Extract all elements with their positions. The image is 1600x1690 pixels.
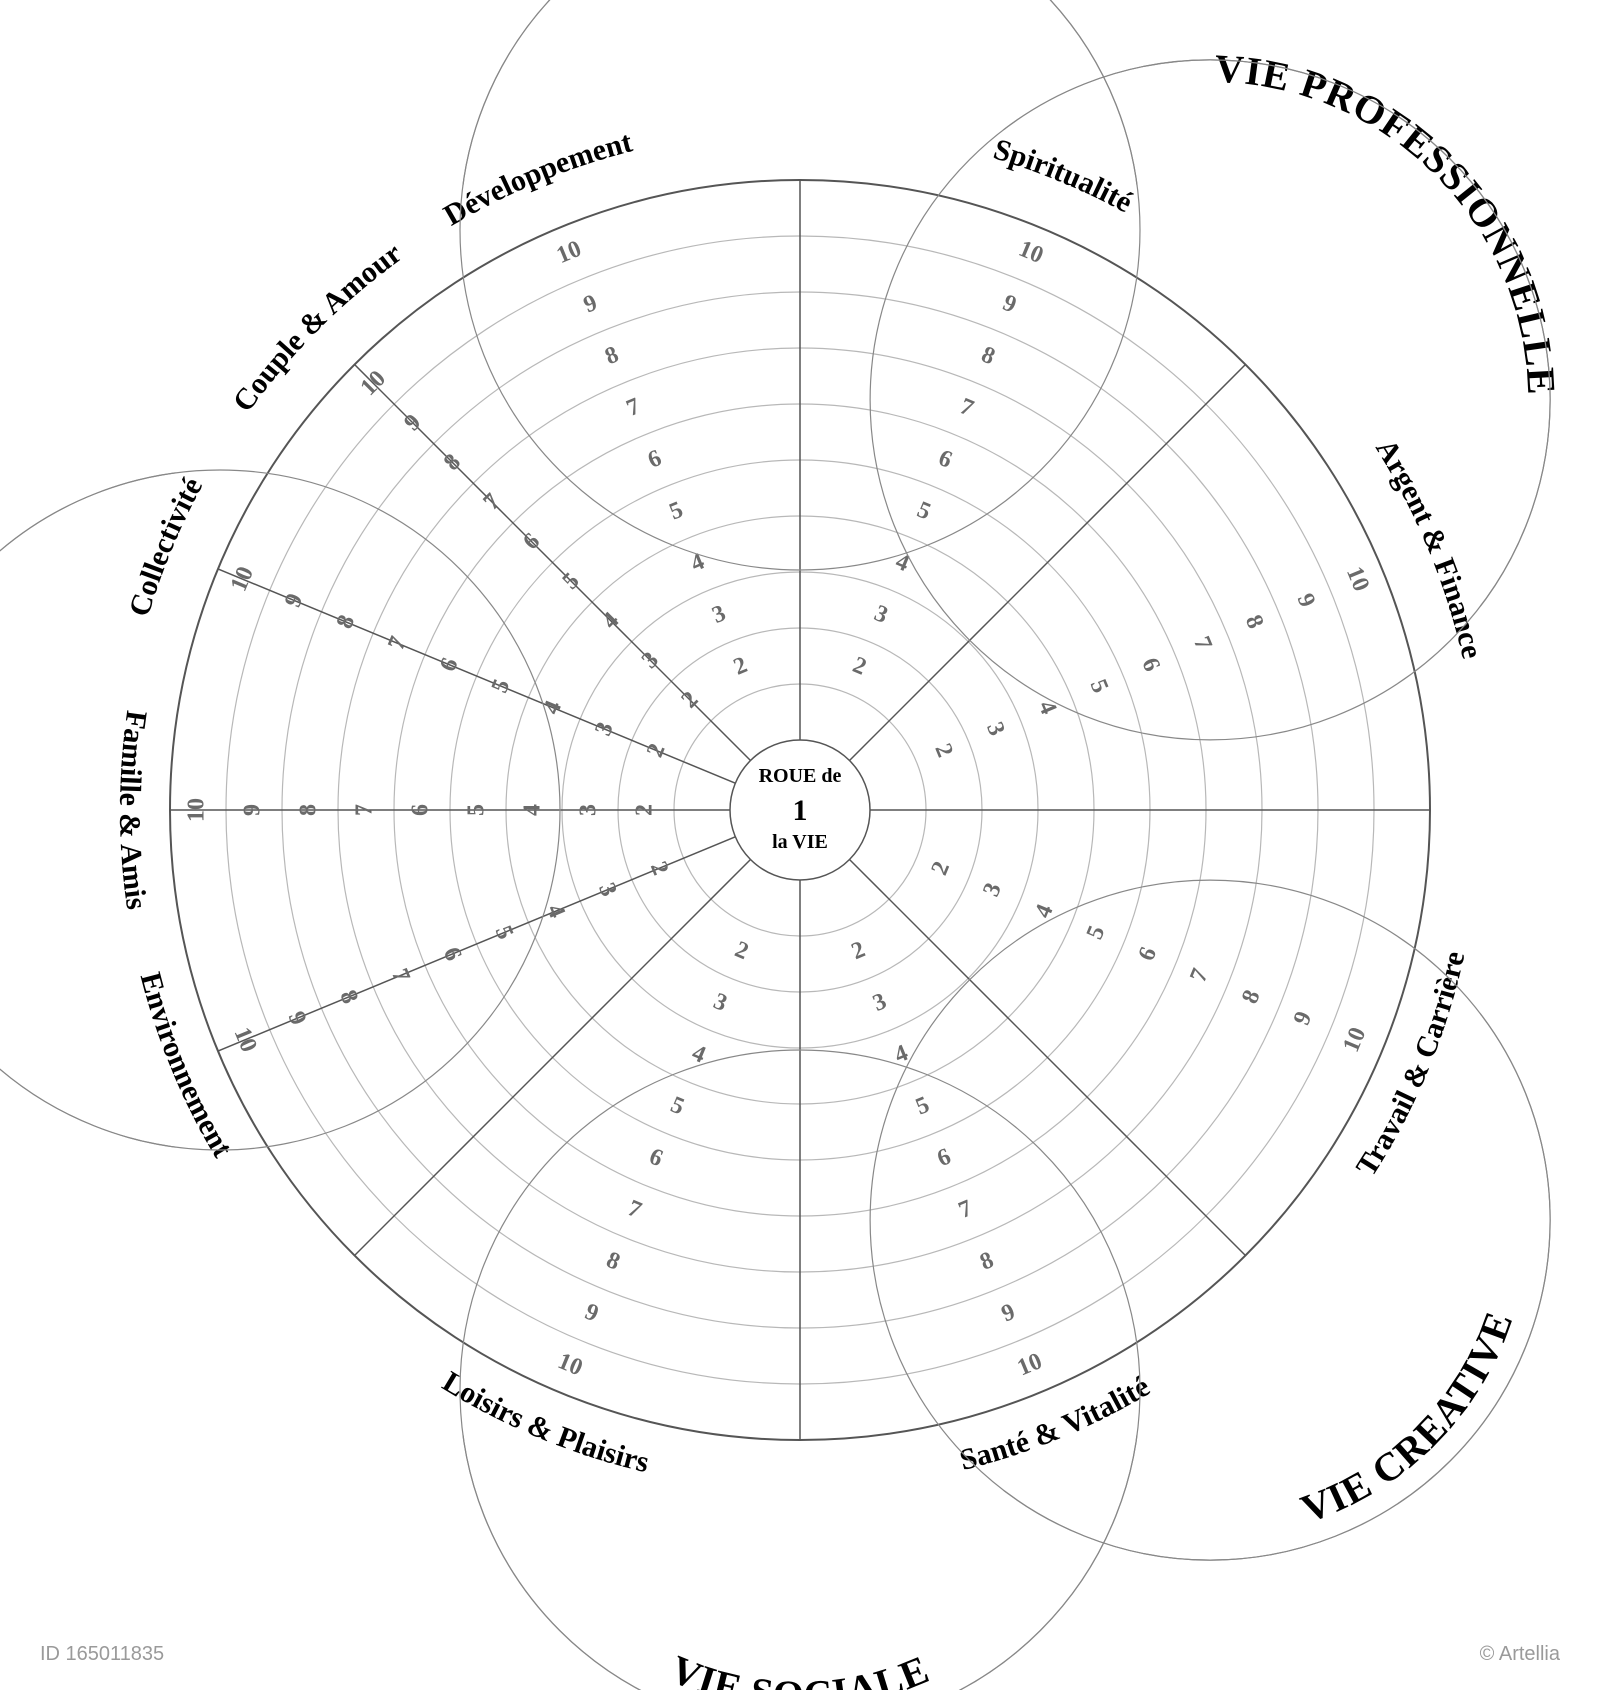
center-label-mid: 1	[793, 794, 808, 827]
ring-number: 2	[632, 804, 658, 816]
ring-number: 5	[464, 804, 490, 816]
wheel-of-life-diagram: 2345678910234567891023456789102345678910…	[0, 0, 1600, 1690]
ring-number: 4	[520, 804, 546, 816]
watermark-author: © Artellia	[1480, 1643, 1561, 1665]
ring-number: 10	[184, 798, 210, 822]
center-label-top: ROUE de	[759, 765, 842, 787]
petal-label: VIE CREATIVE	[1295, 1305, 1522, 1531]
ring-number: 9	[240, 804, 266, 816]
ring-number: 3	[576, 804, 602, 816]
ring-number: 7	[352, 804, 378, 816]
petal-label: VIE SOCIALE	[664, 1646, 935, 1690]
ring-number: 8	[296, 804, 322, 816]
watermark-id: ID 165011835	[40, 1643, 164, 1665]
center-label-bottom: la VIE	[772, 831, 828, 853]
ring-number: 6	[408, 804, 434, 816]
